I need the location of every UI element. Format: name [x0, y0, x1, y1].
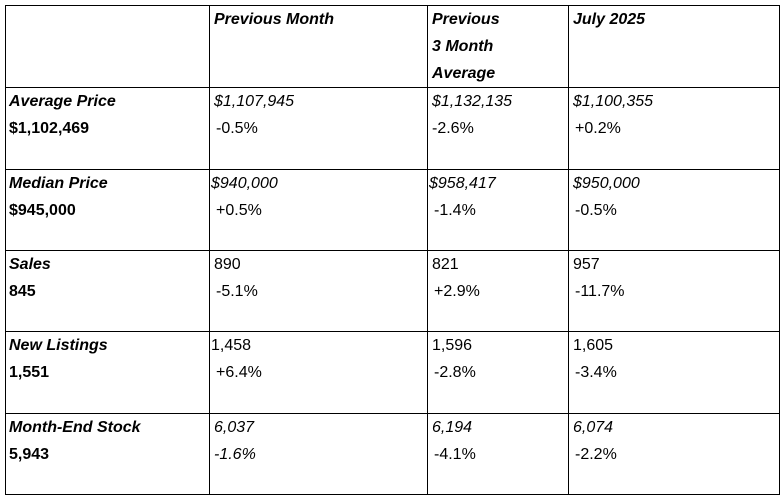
header-label-line: Average: [432, 65, 496, 82]
metric-cell: Month-End Stock 5,943: [5, 413, 210, 495]
comparison-change: -1.6%: [214, 446, 256, 463]
comparison-change: -2.2%: [575, 446, 617, 463]
comparison-value: $958,417: [429, 175, 496, 192]
comparison-change: +0.5%: [216, 202, 262, 219]
header-empty-cell: [5, 5, 210, 88]
comparison-value: 957: [573, 256, 600, 273]
previous-month-cell: $940,000 +0.5%: [209, 169, 428, 251]
header-label-line: 3 Month: [432, 38, 494, 55]
comparison-value: 1,596: [432, 337, 473, 354]
metric-cell: Sales 845: [5, 250, 210, 332]
previous-3-month-average-cell: 1,596 -2.8%: [427, 331, 569, 414]
comparison-change: +0.2%: [575, 120, 621, 137]
comparison-value: $1,107,945: [214, 93, 295, 110]
metric-name: New Listings: [9, 337, 108, 354]
table-row: Average Price $1,102,469 $1,107,945 -0.5…: [5, 87, 780, 170]
metric-value: 5,943: [9, 446, 50, 463]
metric-value: 845: [9, 283, 36, 300]
comparison-value: 6,037: [214, 419, 255, 436]
table-header-row: Previous Month Previous 3 Month Average …: [5, 5, 780, 88]
metric-value: $1,102,469: [9, 120, 90, 137]
metric-cell: New Listings 1,551: [5, 331, 210, 414]
metric-name: Median Price: [9, 175, 108, 192]
previous-3-month-average-cell: $958,417 -1.4%: [427, 169, 569, 251]
comparison-change: -0.5%: [575, 202, 617, 219]
header-label: Previous Month: [214, 11, 335, 28]
metric-name: Average Price: [9, 93, 116, 110]
previous-3-month-average-cell: $1,132,135 -2.6%: [427, 87, 569, 170]
comparison-change: +6.4%: [216, 364, 262, 381]
header-previous-month: Previous Month: [209, 5, 428, 88]
previous-month-cell: 890 -5.1%: [209, 250, 428, 332]
metric-value: $945,000: [9, 202, 76, 219]
table-row: Median Price $945,000 $940,000 +0.5% $95…: [5, 169, 780, 251]
comparison-change: +2.9%: [434, 283, 480, 300]
header-label: July 2025: [573, 11, 646, 28]
comparison-value: $940,000: [211, 175, 278, 192]
header-label-line: Previous: [432, 11, 500, 28]
comparison-value: $950,000: [573, 175, 640, 192]
metric-cell: Average Price $1,102,469: [5, 87, 210, 170]
previous-month-cell: 1,458 +6.4%: [209, 331, 428, 414]
comparison-change: -1.4%: [434, 202, 476, 219]
july-2025-cell: $1,100,355 +0.2%: [568, 87, 780, 170]
previous-3-month-average-cell: 6,194 -4.1%: [427, 413, 569, 495]
table-row: Sales 845 890 -5.1% 821 +2.9% 957 -11.7%: [5, 250, 780, 332]
metric-cell: Median Price $945,000: [5, 169, 210, 251]
header-july-2025: July 2025: [568, 5, 780, 88]
comparison-value: 1,458: [211, 337, 252, 354]
previous-3-month-average-cell: 821 +2.9%: [427, 250, 569, 332]
comparison-change: -0.5%: [216, 120, 258, 137]
july-2025-cell: 6,074 -2.2%: [568, 413, 780, 495]
comparison-value: 6,074: [573, 419, 614, 436]
header-previous-3-month-average: Previous 3 Month Average: [427, 5, 569, 88]
comparison-change: -5.1%: [216, 283, 258, 300]
july-2025-cell: $950,000 -0.5%: [568, 169, 780, 251]
market-stats-table: Previous Month Previous 3 Month Average …: [5, 5, 780, 495]
comparison-change: -11.7%: [575, 283, 625, 300]
metric-name: Month-End Stock: [9, 419, 141, 436]
table-row: Month-End Stock 5,943 6,037 -1.6% 6,194 …: [5, 413, 780, 495]
comparison-change: -2.6%: [432, 120, 474, 137]
table-row: New Listings 1,551 1,458 +6.4% 1,596 -2.…: [5, 331, 780, 414]
comparison-value: 821: [432, 256, 459, 273]
comparison-change: -4.1%: [434, 446, 476, 463]
july-2025-cell: 957 -11.7%: [568, 250, 780, 332]
metric-name: Sales: [9, 256, 51, 273]
previous-month-cell: 6,037 -1.6%: [209, 413, 428, 495]
comparison-value: 6,194: [432, 419, 473, 436]
previous-month-cell: $1,107,945 -0.5%: [209, 87, 428, 170]
metric-value: 1,551: [9, 364, 50, 381]
comparison-value: 1,605: [573, 337, 614, 354]
comparison-change: -3.4%: [575, 364, 617, 381]
comparison-change: -2.8%: [434, 364, 476, 381]
comparison-value: 890: [214, 256, 241, 273]
comparison-value: $1,132,135: [432, 93, 513, 110]
july-2025-cell: 1,605 -3.4%: [568, 331, 780, 414]
comparison-value: $1,100,355: [573, 93, 654, 110]
